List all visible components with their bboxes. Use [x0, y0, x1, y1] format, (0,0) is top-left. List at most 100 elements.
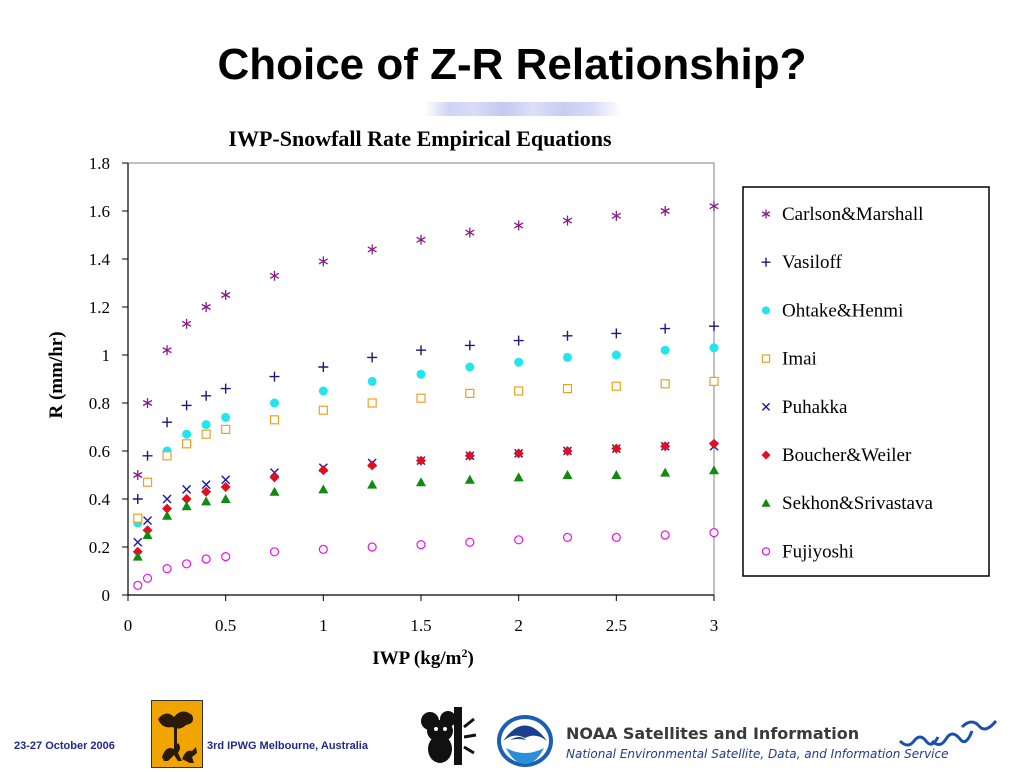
- data-point: [181, 494, 192, 504]
- y-tick-label: 1: [102, 346, 111, 365]
- data-point: [709, 376, 719, 386]
- y-tick-label: 1.8: [89, 154, 110, 173]
- data-point: [562, 470, 573, 479]
- data-point: [269, 270, 280, 281]
- data-point: [464, 450, 475, 461]
- data-point: [162, 345, 172, 356]
- data-point: [709, 527, 719, 538]
- legend-label: Sekhon&Srivastava: [782, 493, 933, 514]
- data-point: [367, 244, 377, 255]
- data-point: [269, 486, 280, 496]
- legend-label: Carlson&Marshall: [782, 204, 923, 225]
- x-tick-label: 0.5: [215, 616, 236, 635]
- data-point: [142, 573, 153, 583]
- series-carlson-marshall: [133, 201, 719, 480]
- legend-entry: Boucher&Weiler: [761, 445, 912, 466]
- legend-entry: Fujiyoshi: [761, 541, 854, 562]
- data-point: [220, 494, 231, 503]
- data-point: [367, 460, 378, 471]
- legend: [742, 186, 990, 577]
- legend-entry: Carlson&Marshall: [761, 204, 923, 225]
- legend-label: Boucher&Weiler: [782, 445, 912, 466]
- legend-entry: Vasiloff: [761, 252, 842, 273]
- legend-entry: Imai: [761, 349, 817, 370]
- data-point: [221, 475, 231, 485]
- data-point: [416, 455, 426, 466]
- legend-label: Imai: [782, 349, 817, 370]
- data-point: [201, 390, 212, 401]
- data-point: [162, 503, 173, 514]
- data-point: [611, 210, 622, 221]
- data-point: [416, 393, 426, 403]
- series-imai: [133, 376, 719, 523]
- data-point: [143, 516, 153, 526]
- legend-label: Fujiyoshi: [782, 541, 854, 562]
- y-tick-label: 0.8: [89, 394, 110, 413]
- data-point: [465, 537, 475, 547]
- y-tick-label: 1.4: [89, 250, 111, 269]
- data-point: [761, 209, 771, 219]
- data-point: [162, 417, 173, 428]
- data-point: [133, 470, 143, 480]
- data-point: [318, 405, 328, 415]
- data-point: [132, 494, 143, 504]
- data-point: [611, 532, 621, 543]
- x-axis-label-suffix: ): [467, 648, 473, 669]
- x-tick-label: 0: [124, 616, 133, 635]
- x-tick-label: 2: [514, 616, 523, 635]
- data-point: [416, 539, 426, 550]
- data-point: [270, 398, 279, 408]
- data-point: [162, 494, 172, 504]
- legend-entry: Puhakka: [761, 397, 848, 418]
- x-axis-label-sup: 2: [461, 646, 467, 660]
- y-tick-label: 0.2: [89, 538, 110, 557]
- data-point: [761, 402, 771, 411]
- data-point: [367, 398, 377, 408]
- data-point: [182, 484, 192, 494]
- footer-date: 23-27 October 2006: [14, 740, 115, 752]
- data-point: [465, 362, 475, 372]
- data-point: [563, 352, 572, 362]
- data-point: [660, 530, 670, 540]
- data-point: [465, 388, 475, 398]
- data-point: [201, 302, 211, 312]
- data-point: [318, 465, 329, 476]
- x-tick-label: 1.5: [410, 616, 431, 635]
- data-point: [162, 563, 172, 574]
- data-point: [162, 451, 172, 461]
- koala-logo: [421, 707, 477, 765]
- data-point: [220, 482, 231, 492]
- data-point: [562, 215, 573, 226]
- data-point: [201, 420, 211, 430]
- data-point: [269, 371, 280, 382]
- data-point: [464, 474, 475, 484]
- data-point: [611, 443, 622, 454]
- data-point: [367, 542, 377, 552]
- y-tick-label: 0: [102, 586, 111, 605]
- data-point: [513, 220, 524, 231]
- data-point: [201, 486, 212, 497]
- data-point: [142, 450, 153, 461]
- data-point: [611, 470, 622, 479]
- data-point: [709, 438, 719, 449]
- data-point: [142, 477, 153, 487]
- data-point: [220, 383, 231, 394]
- data-point: [761, 354, 771, 363]
- legend-entry: Ohtake&Henmi: [761, 300, 903, 321]
- data-point: [182, 429, 192, 439]
- data-point: [562, 446, 573, 456]
- noaa-title: NOAA Satellites and Information: [566, 724, 860, 743]
- y-tick-label: 1.2: [89, 298, 110, 317]
- y-tick-label: 1.6: [89, 202, 110, 221]
- y-tick-label: 0.6: [89, 442, 110, 461]
- data-point: [709, 343, 719, 353]
- data-point: [201, 496, 212, 506]
- wave-logo: [898, 720, 998, 747]
- data-point: [416, 369, 426, 379]
- data-point: [269, 472, 280, 483]
- data-point: [181, 400, 192, 411]
- x-tick-label: 1: [319, 616, 328, 635]
- data-point: [416, 345, 426, 356]
- data-point: [513, 448, 524, 459]
- chart-title: IWP-Snowfall Rate Empirical Equations: [228, 126, 612, 151]
